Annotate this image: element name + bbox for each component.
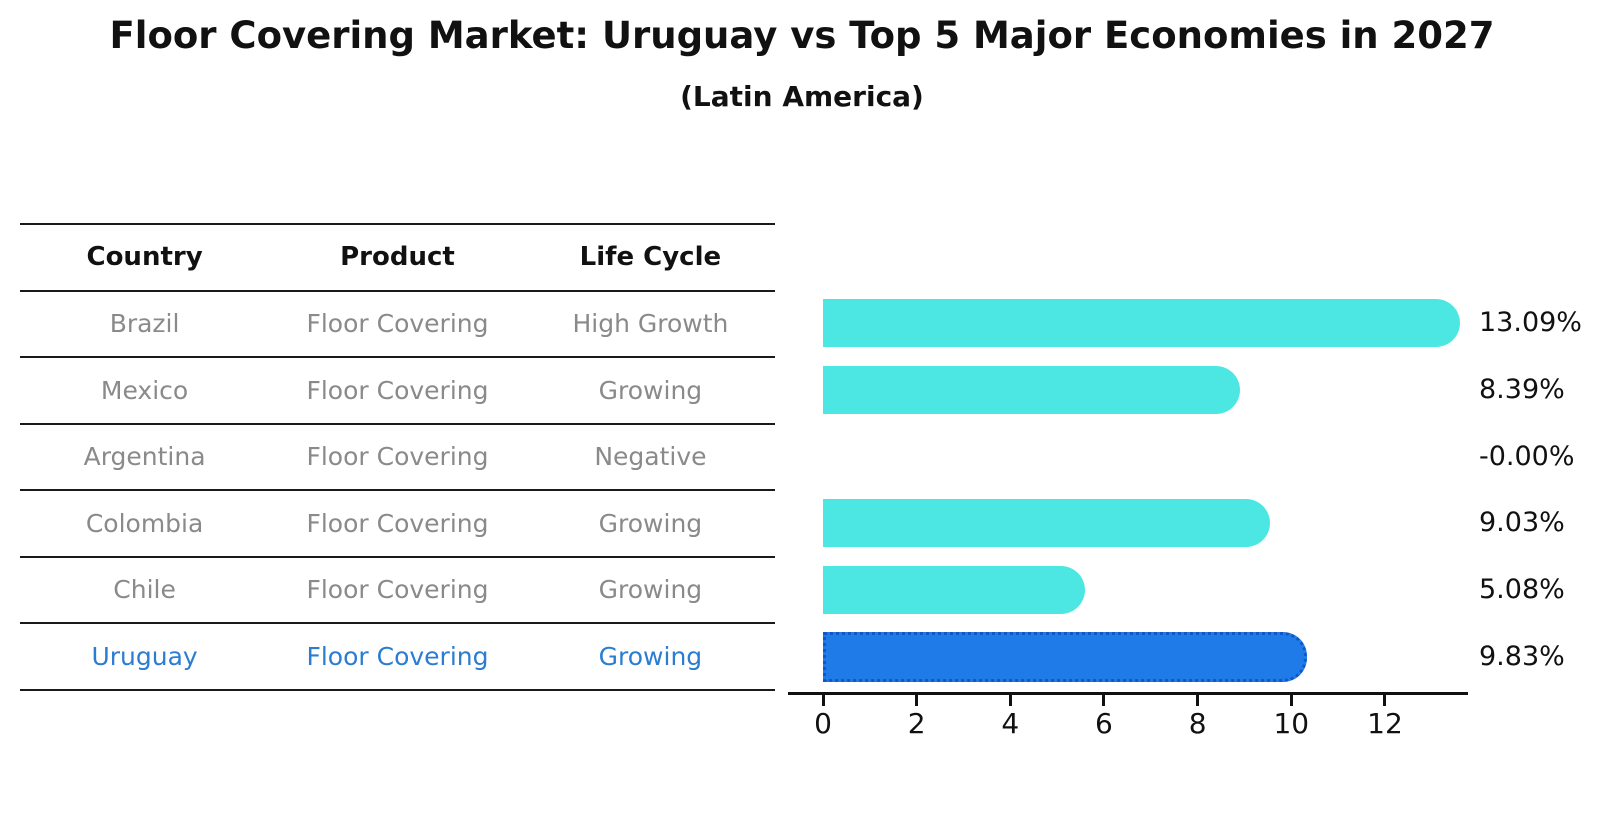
table-body: Brazil Floor Covering High Growth Mexico Flo… (20, 291, 775, 690)
product-cell: Floor Covering (306, 442, 489, 472)
bar-value-label-colombia: 9.03% (1479, 507, 1565, 539)
product-cell: Floor Covering (306, 375, 489, 405)
x-axis-tick (1289, 695, 1293, 706)
column-header-product: Product (340, 242, 455, 273)
product-cell: Floor Covering (306, 309, 489, 339)
x-axis-tick-label: 6 (1095, 707, 1113, 740)
table-row-colombia: Colombia Floor Covering Growing (20, 490, 775, 557)
column-header-life-cycle: Life Cycle (579, 242, 722, 273)
x-axis-tick-label: 4 (1001, 707, 1020, 740)
chart-title: Floor Covering Market: Uruguay vs Top 5 … (109, 14, 1495, 57)
bar-value-label-brazil: 13.09% (1479, 307, 1582, 339)
x-axis-tick (915, 695, 919, 706)
x-axis-tick-label: 10 (1273, 707, 1310, 740)
country-cell: Argentina (83, 442, 206, 472)
life-cycle-cell: Growing (598, 508, 703, 538)
country-cell: Mexico (100, 375, 189, 405)
product-cell: Floor Covering (306, 641, 489, 671)
life-cycle-cell: Negative (594, 442, 707, 472)
x-axis-tick-label: 0 (814, 707, 832, 740)
bar-value-label-chile: 5.08% (1479, 573, 1565, 605)
bar-value-label-uruguay: 9.83% (1479, 640, 1565, 672)
country-table: Country Product Life Cycle Brazil Floor C… (20, 223, 775, 691)
x-axis-tick (1008, 695, 1012, 706)
bar-value-label-argentina: -0.00% (1479, 440, 1575, 472)
chart-subtitle: (Latin America) (680, 80, 924, 113)
country-cell: Brazil (109, 309, 180, 339)
life-cycle-cell: High Growth (572, 309, 729, 339)
x-axis-line (788, 692, 1468, 695)
bar-colombia (823, 499, 1270, 548)
x-axis-tick-label: 2 (907, 707, 926, 740)
product-cell: Floor Covering (306, 575, 489, 605)
country-cell: Uruguay (91, 641, 198, 671)
country-cell: Chile (113, 575, 176, 605)
x-axis-tick (821, 695, 825, 706)
bar-mexico (823, 365, 1240, 414)
country-cell: Colombia (85, 508, 204, 538)
product-cell: Floor Covering (306, 508, 489, 538)
life-cycle-cell: Growing (598, 641, 703, 671)
life-cycle-cell: Growing (598, 575, 703, 605)
table-header-row: Country Product Life Cycle (20, 224, 775, 291)
x-axis-tick-label: 12 (1367, 707, 1403, 740)
bar-brazil (823, 299, 1460, 348)
table-row-mexico: Mexico Floor Covering Growing (20, 357, 775, 424)
column-header-country: Country (86, 242, 203, 273)
table-row-uruguay: Uruguay Floor Covering Growing (20, 623, 775, 690)
bar-uruguay (823, 631, 1308, 682)
x-axis-tick-label: 8 (1188, 707, 1207, 740)
bar-value-label-mexico: 8.39% (1479, 373, 1565, 405)
table-header: Country Product Life Cycle (20, 224, 775, 291)
life-cycle-cell: Growing (598, 375, 703, 405)
table-row-argentina: Argentina Floor Covering Negative (20, 424, 775, 490)
table-row-brazil: Brazil Floor Covering High Growth (20, 291, 775, 357)
x-axis-tick (1383, 695, 1387, 706)
table-row-chile: Chile Floor Covering Growing (20, 557, 775, 623)
bar-chile (823, 565, 1085, 614)
x-axis-tick (1102, 695, 1106, 706)
x-axis-tick (1196, 695, 1200, 706)
